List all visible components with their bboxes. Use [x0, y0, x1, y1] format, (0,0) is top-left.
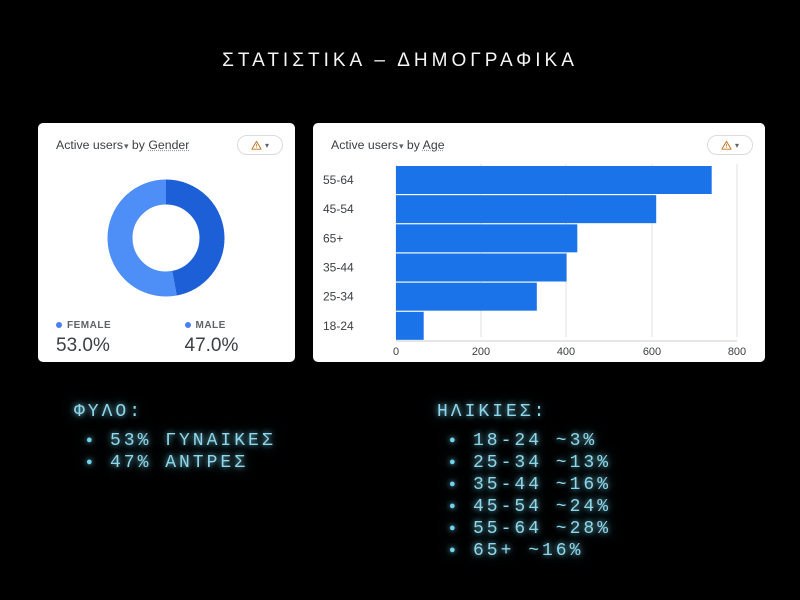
- svg-text:35-44: 35-44: [323, 261, 354, 275]
- svg-text:45-54: 45-54: [323, 202, 354, 216]
- svg-text:65+: 65+: [323, 231, 343, 245]
- svg-text:600: 600: [643, 346, 661, 358]
- svg-text:800: 800: [728, 346, 746, 358]
- svg-text:400: 400: [557, 346, 575, 358]
- svg-text:18-24: 18-24: [323, 319, 354, 333]
- svg-text:0: 0: [393, 346, 399, 358]
- svg-text:200: 200: [472, 346, 490, 358]
- svg-text:55-64: 55-64: [323, 173, 354, 187]
- svg-text:25-34: 25-34: [323, 290, 354, 304]
